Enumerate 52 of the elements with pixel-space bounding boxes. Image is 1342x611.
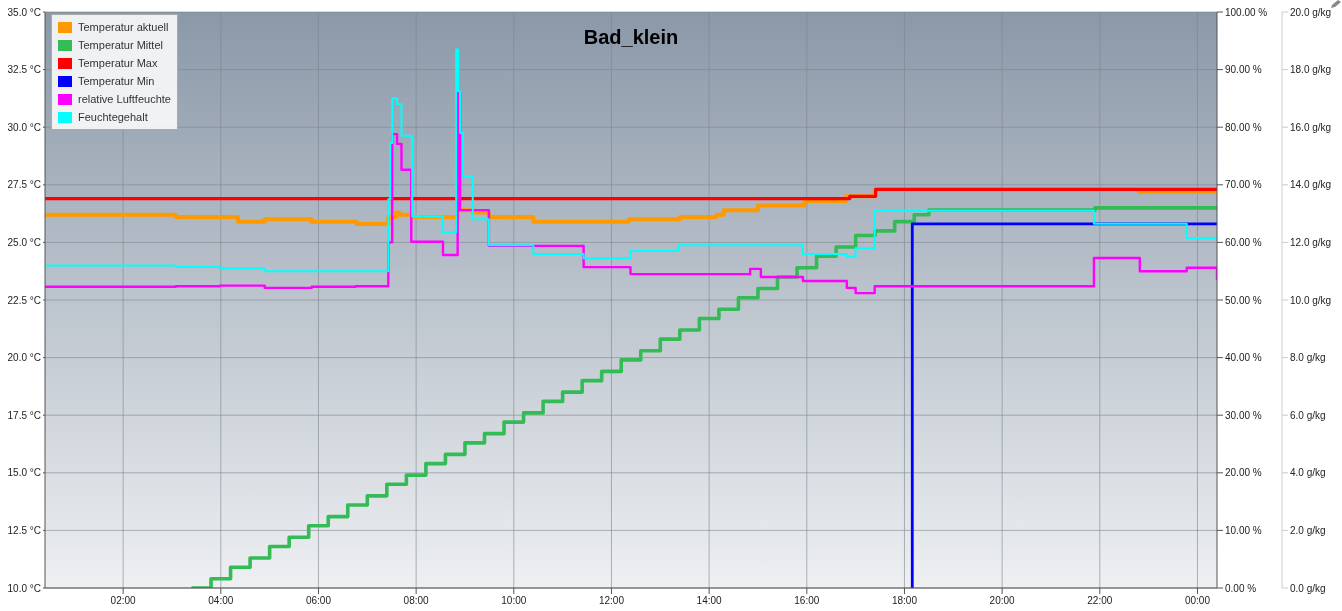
y-tick-label: 30.0 °C [7,121,41,133]
y2-tick-label: 50.00 % [1225,294,1262,306]
y3-tick-label: 0.0 g/kg [1290,582,1326,594]
y2-tick-label: 10.00 % [1225,524,1262,536]
x-tick-label: 04:00 [208,595,234,606]
y-tick-label: 15.0 °C [7,467,41,479]
x-tick-label: 08:00 [403,595,430,606]
y3-tick-label: 6.0 g/kg [1290,409,1326,421]
x-tick-label: 02:00 [110,595,137,606]
y2-tick-label: 90.00 % [1225,64,1262,76]
y2-tick-label: 70.00 % [1225,179,1262,191]
y3-tick-label: 8.0 g/kg [1290,352,1326,364]
y2-tick-label: 0.00 % [1225,582,1257,594]
x-tick-label: 12:00 [598,595,625,606]
y-tick-label: 12.5 °C [7,524,41,536]
y3-tick-label: 18.0 g/kg [1290,64,1332,76]
y3-tick-label: 14.0 g/kg [1290,179,1332,191]
legend-label: Temperatur Mittel [78,39,163,51]
y-tick-label: 20.0 °C [7,352,41,364]
y-tick-label: 25.0 °C [7,236,41,248]
x-tick-label: 18:00 [891,595,918,606]
y-tick-label: 27.5 °C [7,179,41,191]
legend-label: relative Luftfeuchte [78,93,171,105]
y-tick-label: 35.0 °C [7,6,41,18]
y2-tick-label: 100.00 % [1225,6,1268,18]
x-tick-label: 22:00 [1087,595,1113,606]
y3-tick-label: 12.0 g/kg [1290,236,1332,248]
x-tick-label: 14:00 [696,595,723,606]
legend-label: Temperatur Max [78,57,158,69]
y2-tick-label: 60.00 % [1225,236,1262,248]
y3-tick-label: 4.0 g/kg [1290,467,1326,479]
y3-tick-label: 10.0 g/kg [1290,294,1332,306]
y3-tick-label: 16.0 g/kg [1290,121,1332,133]
y2-tick-label: 20.00 % [1225,467,1262,479]
legend-label: Temperatur Min [78,75,155,87]
x-tick-label: 06:00 [305,595,332,606]
y2-tick-label: 30.00 % [1225,409,1262,421]
x-tick-label: 00:00 [1184,595,1211,606]
legend-label: Temperatur aktuell [78,21,169,33]
y2-tick-label: 40.00 % [1225,352,1262,364]
y-tick-label: 10.0 °C [7,582,41,594]
y-tick-label: 22.5 °C [7,294,41,306]
y2-tick-label: 80.00 % [1225,121,1262,133]
y-tick-label: 17.5 °C [7,409,41,421]
legend-label: Feuchtegehalt [78,111,148,123]
text: Bad_klein [583,26,679,48]
x-tick-label: 10:00 [501,595,527,606]
x-tick-label: 20:00 [989,595,1016,606]
x-tick-label: 16:00 [794,595,820,606]
y-tick-label: 32.5 °C [7,64,41,76]
y3-tick-label: 20.0 g/kg [1290,6,1332,18]
y3-tick-label: 2.0 g/kg [1290,524,1326,536]
